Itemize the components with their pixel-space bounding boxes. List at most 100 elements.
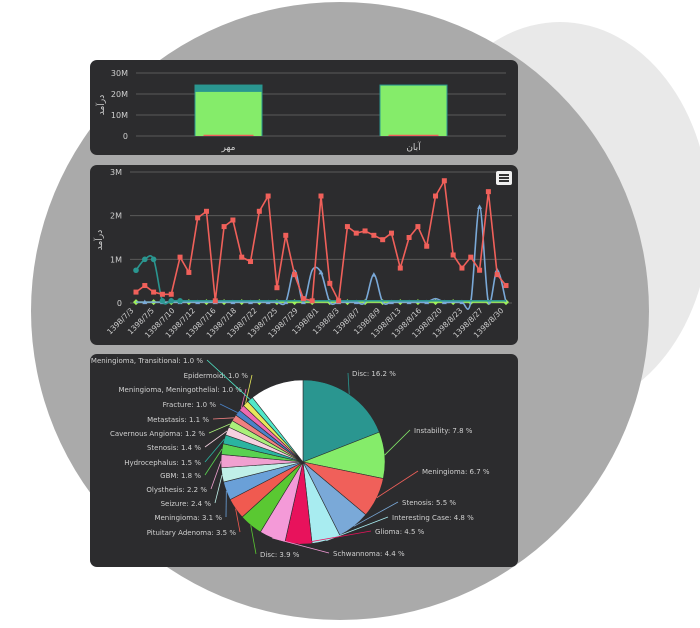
data-point [433, 193, 439, 199]
data-point [300, 296, 306, 302]
series-line [135, 178, 507, 304]
pie-connector [204, 439, 225, 463]
data-point [142, 299, 148, 305]
data-point [450, 252, 456, 258]
bar [203, 134, 254, 136]
data-point [406, 299, 412, 305]
bar [380, 85, 447, 136]
data-point [344, 224, 350, 230]
pie-label: Glioma: 4.5 % [375, 528, 425, 536]
pie-label: Schwannoma: 4.4 % [333, 550, 405, 558]
data-point [151, 289, 157, 295]
pie-connector [208, 423, 231, 434]
data-point [142, 283, 148, 289]
y-axis-title: درآمد [93, 230, 105, 250]
data-point [142, 256, 148, 263]
data-point [318, 269, 324, 275]
pie-connector [219, 403, 238, 413]
y-tick-label: 0 [123, 132, 128, 141]
pie-label: Disc: 16.2 % [352, 370, 396, 378]
pie-slice [251, 379, 304, 463]
data-point [159, 298, 166, 304]
data-point [327, 280, 333, 286]
data-point [159, 291, 165, 297]
x-tick-label: آبان [406, 141, 421, 153]
pie-connector [210, 460, 222, 490]
pie-label: GBM: 1.8 % [160, 472, 201, 480]
pie-label: Cavernous Angioma: 1.2 % [110, 430, 205, 438]
pie-chart-panel: Disc: 16.2 % Instability: 7.8 % Meningioma… [90, 354, 518, 567]
pie-label: Epidermoid: 1.0 % [184, 372, 249, 380]
data-point [441, 178, 447, 184]
data-point [459, 265, 465, 271]
data-point [230, 299, 236, 305]
data-point [239, 254, 245, 260]
data-point [485, 189, 491, 195]
bar-chart: 0 10M 20M 30M درآمد مهر آبان [95, 69, 506, 153]
data-point [265, 299, 271, 305]
pie-connector [235, 508, 241, 533]
y-axis-title: درآمد [95, 95, 107, 115]
y-tick-label: 2M [110, 212, 122, 221]
pie-label: Stenosis: 5.5 % [402, 499, 456, 507]
pie-label: Meningioma: 3.1 % [154, 514, 222, 522]
pie-connector [241, 388, 247, 408]
data-point [248, 259, 254, 265]
data-point [133, 289, 139, 295]
data-point [168, 291, 174, 297]
data-point [371, 272, 377, 277]
hamburger-icon[interactable] [496, 171, 512, 185]
pie-chart: Disc: 16.2 % Instability: 7.8 % Meningioma… [91, 357, 490, 559]
pie-label: Stenosis: 1.4 % [147, 444, 201, 452]
line-chart: 01M2M3Mدرآمد1398/7/31398/7/51398/7/10139… [93, 168, 512, 340]
pie-label: Meningioma, Transitional: 1.0 % [91, 357, 203, 365]
y-tick-label: 3M [110, 168, 122, 177]
data-point [195, 299, 201, 305]
pie-connector [326, 516, 389, 541]
data-point [283, 232, 289, 238]
data-point [388, 230, 394, 236]
pie-connector [376, 470, 419, 499]
data-point [494, 272, 500, 278]
pie-connector [204, 430, 228, 448]
data-point [477, 204, 483, 209]
pie-connector [272, 537, 330, 554]
data-point [195, 215, 201, 221]
pie-connector [245, 374, 253, 404]
data-point [133, 267, 139, 274]
data-point [177, 298, 183, 304]
line-chart-panel: 0 1M 2M 3M درآمد 1398/7/3 1398/7/5 1398/7/10 139… [90, 165, 518, 345]
data-point [406, 235, 412, 240]
pie-connector [204, 448, 223, 476]
data-point [353, 230, 359, 236]
pie-label: Metastasis: 1.1 % [147, 416, 209, 424]
y-tick-label: 20M [111, 90, 128, 99]
data-point [459, 299, 465, 305]
pie-label: Pituitary Adenoma: 3.5 % [147, 529, 237, 537]
data-point [353, 299, 359, 305]
data-point [309, 298, 315, 304]
pie-label: Seizure: 2.4 % [161, 500, 212, 508]
data-point [256, 208, 262, 214]
data-point [371, 232, 377, 238]
y-tick-label: 0 [117, 299, 122, 308]
data-point [318, 193, 324, 199]
data-point [441, 299, 447, 305]
pie-connector [298, 530, 372, 545]
data-point [203, 208, 209, 214]
pie-label: Interesting Case: 4.8 % [392, 514, 474, 522]
data-point [432, 299, 439, 306]
pie-connector [206, 359, 251, 400]
pie-label: Fracture: 1.0 % [163, 401, 217, 409]
y-tick-label: 1M [110, 255, 122, 264]
data-point [186, 269, 192, 275]
data-point [388, 299, 394, 305]
data-point [221, 224, 227, 230]
y-tick-label: 10M [111, 111, 128, 120]
data-point [177, 254, 183, 260]
data-point [397, 265, 403, 271]
pie-label: Meningioma, Meningothelial: 1.0 % [119, 386, 243, 394]
data-point [265, 193, 271, 199]
pie-connector [353, 501, 399, 527]
pie-connector [214, 474, 223, 504]
